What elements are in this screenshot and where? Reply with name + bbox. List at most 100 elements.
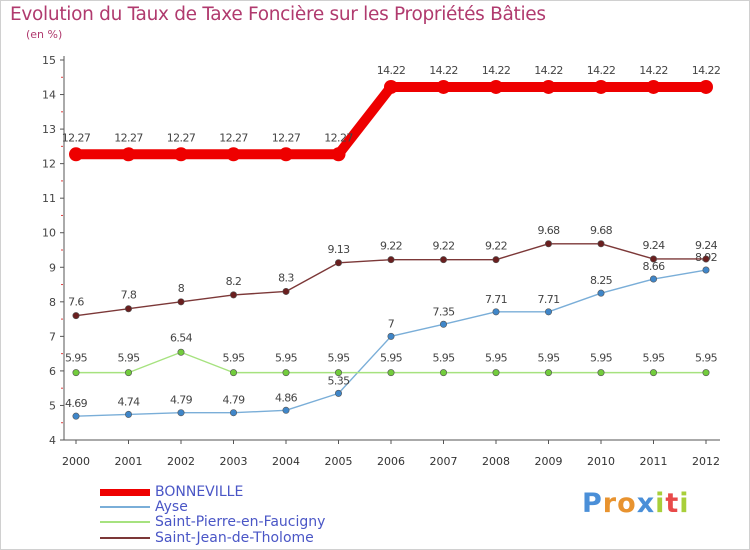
legend-item-saint-pierre: Saint-Pierre-en-Faucigny xyxy=(100,514,325,530)
data-label: 9.22 xyxy=(485,240,507,253)
data-point xyxy=(334,369,342,377)
x-tick-label: 2007 xyxy=(430,455,458,468)
data-label: 5.95 xyxy=(537,352,560,365)
y-tick-label: 8 xyxy=(49,296,56,309)
data-label: 5.95 xyxy=(275,352,298,365)
y-tick-label: 12 xyxy=(42,158,56,171)
legend-label-saint-pierre: Saint-Pierre-en-Faucigny xyxy=(155,514,326,530)
logo-letter: t xyxy=(665,488,680,519)
data-point xyxy=(541,79,556,94)
data-point xyxy=(544,240,552,248)
data-point xyxy=(597,369,605,377)
data-label: 5.95 xyxy=(695,352,718,365)
data-point xyxy=(174,147,188,162)
logo-letter: o xyxy=(617,488,637,519)
data-label: 9.22 xyxy=(432,240,454,253)
legend-swatch-saint-jean xyxy=(100,537,150,539)
data-point xyxy=(72,369,80,377)
data-point xyxy=(177,409,185,417)
legend-swatch-bonneville xyxy=(100,488,150,496)
data-label: 8.3 xyxy=(278,271,294,284)
data-label: 5.35 xyxy=(327,374,350,387)
legend-label-saint-jean: Saint-Jean-de-Tholome xyxy=(155,530,314,546)
data-label: 5.95 xyxy=(117,352,140,365)
data-label: 5.95 xyxy=(327,352,350,365)
data-point xyxy=(594,79,608,94)
data-label: 7.71 xyxy=(537,293,559,306)
data-point xyxy=(387,332,395,340)
data-point xyxy=(649,255,657,263)
y-tick-label: 14 xyxy=(42,89,56,102)
data-label: 6.54 xyxy=(170,331,193,344)
data-point xyxy=(702,369,710,377)
data-label: 4.86 xyxy=(275,391,298,404)
data-label: 12.27 xyxy=(219,131,248,144)
data-label: 5.95 xyxy=(485,352,508,365)
x-tick-label: 2006 xyxy=(377,455,405,468)
data-label: 12.27 xyxy=(324,131,353,144)
data-label: 14.22 xyxy=(534,64,563,77)
y-tick-label: 5 xyxy=(49,399,56,412)
data-point xyxy=(492,369,500,377)
data-label: 4.69 xyxy=(65,397,88,410)
data-point xyxy=(387,256,395,264)
data-label: 12.27 xyxy=(62,131,91,144)
data-label: 7.35 xyxy=(432,305,455,318)
data-label: 4.74 xyxy=(117,395,140,408)
x-tick-label: 2003 xyxy=(220,455,248,468)
data-point xyxy=(177,348,185,356)
data-label: 9.68 xyxy=(537,224,560,237)
legend-label-ayse: Ayse xyxy=(155,499,188,515)
data-point xyxy=(334,389,342,397)
data-point xyxy=(646,79,661,94)
legend-item-ayse: Ayse xyxy=(100,499,188,515)
data-point xyxy=(492,308,500,316)
data-label: 12.27 xyxy=(114,131,143,144)
data-point xyxy=(439,256,447,264)
data-label: 8.2 xyxy=(226,275,242,288)
data-point xyxy=(649,369,657,377)
logo-letter: i xyxy=(655,488,666,519)
data-point xyxy=(125,369,133,377)
data-point xyxy=(177,298,185,306)
data-point xyxy=(230,409,238,417)
y-tick-label: 15 xyxy=(42,54,56,67)
legend-swatch-saint-pierre xyxy=(100,521,150,523)
data-label: 5.95 xyxy=(222,352,245,365)
data-point xyxy=(436,79,451,94)
data-label: 7.71 xyxy=(485,293,507,306)
data-label: 8 xyxy=(178,282,185,295)
data-label: 5.95 xyxy=(65,352,88,365)
data-label: 14.22 xyxy=(692,64,721,77)
x-tick-label: 2010 xyxy=(587,455,615,468)
y-tick-label: 13 xyxy=(42,123,56,136)
x-tick-label: 2000 xyxy=(62,455,90,468)
x-tick-label: 2011 xyxy=(640,455,668,468)
data-label: 7 xyxy=(388,317,395,330)
y-axis-unit: (en %) xyxy=(26,28,63,41)
legend-label-bonneville: BONNEVILLE xyxy=(155,484,244,500)
chart-title: Evolution du Taux de Taxe Foncière sur l… xyxy=(10,4,546,25)
data-label: 5.95 xyxy=(590,352,613,365)
data-point xyxy=(72,412,80,420)
data-point xyxy=(279,147,293,162)
proxiti-logo: Proxiti xyxy=(582,488,690,519)
x-tick-label: 2004 xyxy=(272,455,300,468)
data-label: 8.25 xyxy=(590,274,613,287)
data-point xyxy=(282,369,290,377)
x-tick-label: 2005 xyxy=(325,455,353,468)
y-tick-label: 7 xyxy=(49,330,56,343)
data-point xyxy=(226,147,241,162)
data-label: 9.24 xyxy=(642,239,665,252)
y-tick-label: 9 xyxy=(49,261,56,274)
data-label: 4.79 xyxy=(170,394,193,407)
data-point xyxy=(489,79,503,94)
data-point xyxy=(387,369,395,377)
data-point xyxy=(125,410,133,418)
data-point xyxy=(439,320,447,328)
data-label: 12.27 xyxy=(167,131,196,144)
data-point xyxy=(702,266,710,274)
data-point xyxy=(230,291,238,299)
y-tick-label: 4 xyxy=(49,434,56,447)
